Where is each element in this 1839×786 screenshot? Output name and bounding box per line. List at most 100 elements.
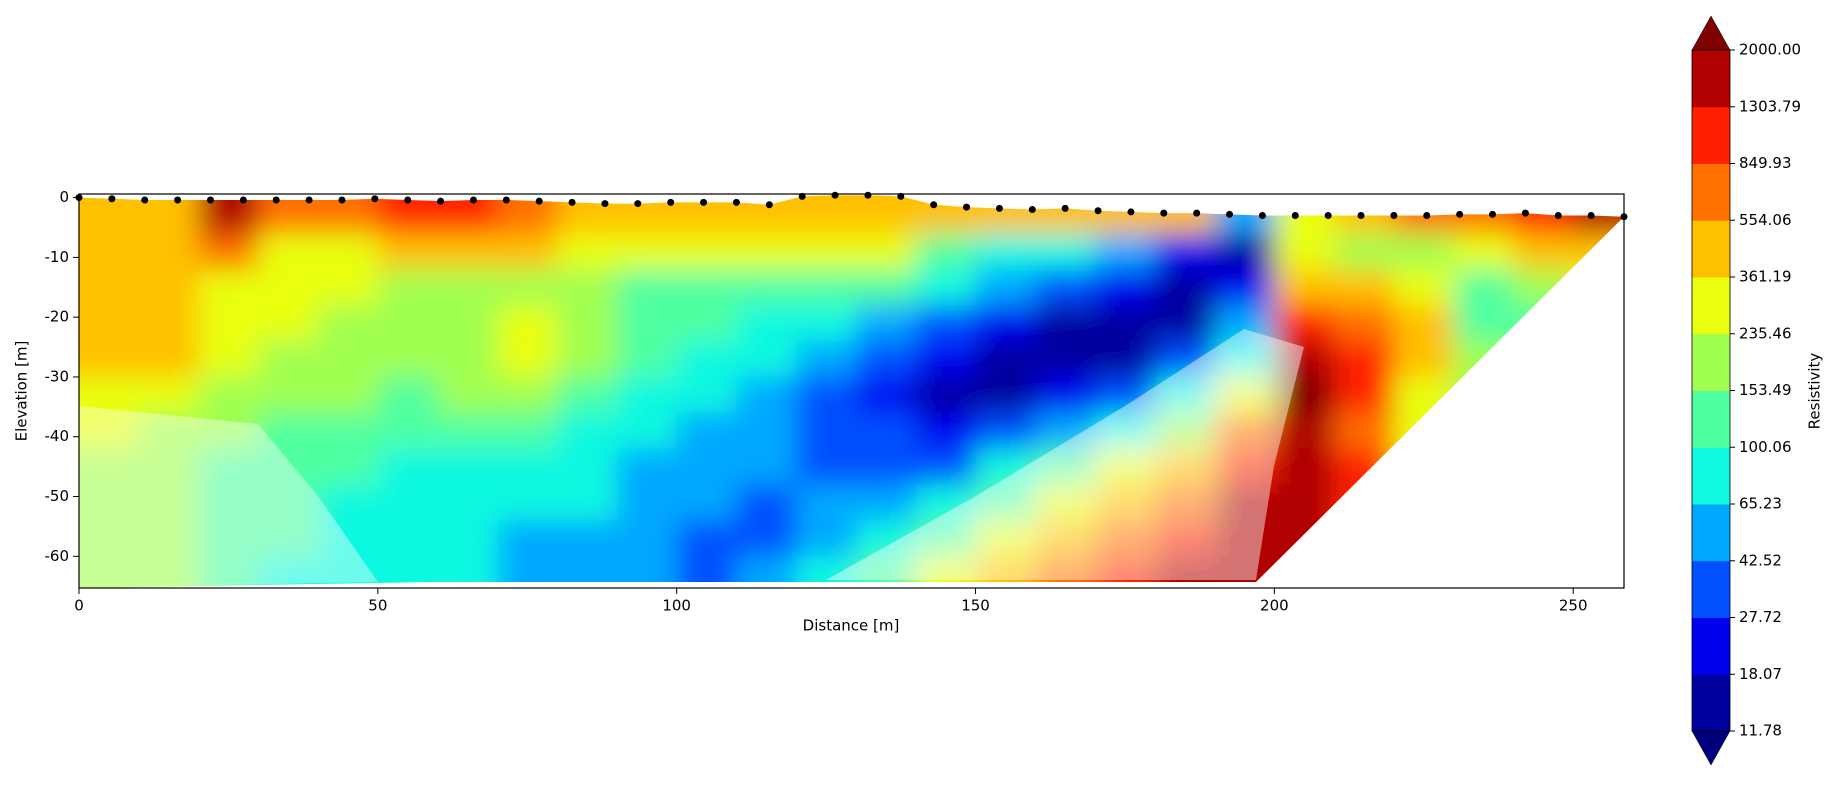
field-cell [1095, 233, 1156, 270]
electrode [272, 196, 280, 204]
field-cell [497, 233, 558, 270]
colorbar-band [1692, 617, 1730, 675]
field-cell [138, 269, 200, 306]
colorbar-tick-label: 361.19 [1739, 268, 1792, 286]
field-cell [1453, 341, 1514, 378]
field-cell [1513, 305, 1574, 342]
y-tick-label: -10 [45, 248, 70, 266]
field-cell [1573, 305, 1624, 342]
electrode [502, 196, 510, 204]
field-cell [915, 376, 977, 414]
field-cell [616, 269, 678, 306]
field-cell [796, 412, 857, 450]
y-tick-label: -20 [45, 308, 70, 326]
field-cell [437, 376, 498, 414]
field-cell [915, 520, 977, 557]
field-cell [1513, 556, 1574, 589]
field-cell [736, 484, 797, 521]
field-cell [915, 269, 977, 306]
electrode [75, 194, 83, 202]
section [79, 195, 1624, 589]
field-cell [1393, 448, 1455, 486]
colorbar-tick-label: 65.23 [1739, 495, 1782, 513]
field-cell [1453, 556, 1514, 589]
field-cell [1035, 520, 1096, 557]
electrode [568, 198, 576, 206]
field-cell [497, 341, 558, 378]
field-cell [1453, 448, 1514, 486]
electrode [1291, 212, 1299, 220]
field-cell [138, 341, 200, 378]
colorbar-band [1692, 163, 1730, 221]
field-cell [736, 195, 797, 234]
field-cell [557, 520, 618, 557]
colorbar-band [1692, 674, 1730, 732]
electrode [338, 196, 346, 204]
field-cell [975, 269, 1036, 306]
field-cell [676, 305, 737, 342]
x-axis-label: Distance [m] [803, 617, 900, 635]
field-cell [1334, 484, 1395, 521]
colorbar-extend-min [1691, 730, 1731, 766]
field-cell [1274, 484, 1335, 521]
field-cell [497, 376, 558, 414]
colorbar-tick-label: 554.06 [1739, 211, 1792, 229]
colorbar-band [1692, 447, 1730, 505]
field-cell [616, 305, 678, 342]
field-cell [557, 305, 618, 342]
field-cell [975, 412, 1036, 450]
field-cell [796, 233, 857, 270]
field-cell [1393, 484, 1455, 521]
colorbar-band [1692, 277, 1730, 335]
field-cell [855, 448, 917, 486]
field-cell [736, 269, 797, 306]
field-cell [1035, 233, 1096, 270]
field-cell [676, 341, 737, 378]
field-cell [258, 269, 319, 306]
field-cell [377, 484, 439, 521]
field-cell [437, 484, 498, 521]
field-cell [1573, 341, 1624, 378]
field-cell [318, 484, 379, 521]
field-cell [676, 520, 737, 557]
y-tick-label: -60 [45, 547, 70, 565]
electrode [404, 196, 412, 204]
field-cell [1154, 195, 1216, 234]
electrode [239, 196, 247, 204]
field-cell [1393, 195, 1455, 234]
colorbar-band [1692, 333, 1730, 391]
field-cell [258, 484, 319, 521]
field-cell [1393, 233, 1455, 270]
field-cell [915, 305, 977, 342]
field-cell [198, 556, 259, 589]
field-cell [796, 376, 857, 414]
colorbar-band [1692, 504, 1730, 562]
field-cell [736, 556, 797, 589]
field-cell [1154, 269, 1216, 306]
field-cell [79, 556, 140, 589]
colorbar-tick-label: 849.93 [1739, 154, 1792, 172]
field-cell [138, 484, 200, 521]
colorbar-tick-label: 18.07 [1739, 665, 1782, 683]
colorbar-band [1692, 560, 1730, 618]
field-cell [79, 269, 140, 306]
field-cell [437, 195, 498, 234]
field-cell [1334, 269, 1395, 306]
field-cell [198, 448, 259, 486]
field-cell [318, 556, 379, 589]
field-cell [1453, 305, 1514, 342]
field-cell [258, 305, 319, 342]
field-cell [198, 341, 259, 378]
field-cell [1334, 556, 1395, 589]
electrode [765, 201, 773, 209]
field-cell [1095, 305, 1156, 342]
field-cell [1274, 520, 1335, 557]
field-cell [437, 341, 498, 378]
field-cell [1393, 376, 1455, 414]
electrode [469, 196, 477, 204]
electrode [1094, 207, 1102, 215]
field-cell [855, 305, 917, 342]
field-cell [1334, 448, 1395, 486]
